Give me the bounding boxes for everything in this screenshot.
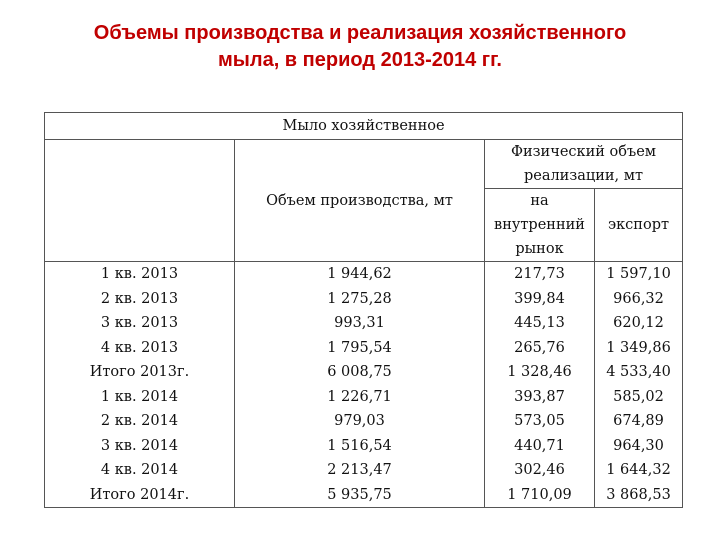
cell-domestic: 265,76	[484, 335, 595, 360]
header-domestic-line-3: рынок	[515, 241, 564, 257]
cell-period: 4 кв. 2013	[44, 335, 235, 360]
cell-period: 2 кв. 2014	[44, 409, 235, 434]
cell-period: 1 кв. 2013	[44, 261, 235, 287]
cell-production: 979,03	[234, 409, 485, 434]
cell-period: Итого 2013г.	[44, 360, 235, 385]
cell-export: 1 644,32	[593, 458, 684, 483]
cell-domestic: 440,71	[484, 433, 595, 458]
cell-period: 3 кв. 2013	[44, 311, 235, 336]
header-domestic-line-1: на	[530, 193, 549, 209]
cell-export: 585,02	[593, 384, 684, 409]
cell-export: 966,32	[593, 286, 684, 311]
cell-production: 993,31	[234, 311, 485, 336]
table-row: 4 кв. 2013 1 795,54 265,76 1 349,86	[44, 335, 684, 360]
cell-production: 1 275,28	[234, 286, 485, 311]
header-physical-volume: Физический объем реализации, мт	[483, 139, 684, 189]
table-row: 2 кв. 2014 979,03 573,05 674,89	[44, 409, 684, 434]
header-domestic-line-2: внутренний	[494, 217, 585, 233]
cell-domestic: 302,46	[484, 458, 595, 483]
cell-export: 3 868,53	[593, 482, 684, 508]
cell-production: 2 213,47	[234, 458, 485, 483]
header-export: экспорт	[593, 188, 684, 262]
cell-domestic: 573,05	[484, 409, 595, 434]
cell-domestic: 217,73	[484, 261, 595, 287]
page-title: Объемы производства и реализация хозяйст…	[0, 20, 720, 74]
cell-period: 2 кв. 2013	[44, 286, 235, 311]
table-row: 3 кв. 2013 993,31 445,13 620,12	[44, 311, 684, 336]
cell-domestic: 1 710,09	[484, 482, 595, 508]
header-production: Объем производства, мт	[234, 139, 485, 262]
cell-production: 1 226,71	[234, 384, 485, 409]
cell-period: Итого 2014г.	[44, 482, 235, 508]
title-line-1: Объемы производства и реализация хозяйст…	[93, 22, 627, 44]
cell-export: 674,89	[593, 409, 684, 434]
cell-domestic: 393,87	[484, 384, 595, 409]
cell-export: 4 533,40	[593, 360, 684, 385]
header-row-2: на внутренний рынок экспорт	[45, 188, 684, 262]
table-row: 2 кв. 2013 1 275,28 399,84 966,32	[44, 286, 684, 311]
cell-export: 964,30	[593, 433, 684, 458]
soap-production-table: Мыло хозяйственное Объем производства, м…	[43, 112, 684, 508]
cell-period: 4 кв. 2014	[44, 458, 235, 483]
header-physical-line-2: реализации, мт	[523, 168, 644, 184]
cell-period: 1 кв. 2014	[44, 384, 235, 409]
cell-production: 1 516,54	[234, 433, 485, 458]
cell-production: 5 935,75	[234, 482, 485, 508]
cell-export: 620,12	[593, 311, 684, 336]
cell-domestic: 445,13	[484, 311, 595, 336]
cell-production: 1 944,62	[234, 261, 485, 287]
cell-period: 3 кв. 2014	[44, 433, 235, 458]
table-row: 1 кв. 2013 1 944,62 217,73 1 597,10	[44, 261, 684, 287]
header-physical-line-1: Физический объем	[510, 144, 657, 160]
title-line-2: мыла, в период 2013-2014 гг.	[217, 49, 502, 71]
cell-production: 6 008,75	[234, 360, 485, 385]
cell-domestic: 399,84	[484, 286, 595, 311]
header-domestic: на внутренний рынок	[484, 188, 595, 262]
table-row: 3 кв. 2014 1 516,54 440,71 964,30	[44, 433, 684, 458]
header-period	[44, 139, 235, 262]
table-row: 1 кв. 2014 1 226,71 393,87 585,02	[44, 384, 684, 409]
cell-production: 1 795,54	[234, 335, 485, 360]
cell-export: 1 597,10	[593, 261, 684, 287]
table-row: Итого 2013г. 6 008,75 1 328,46 4 533,40	[44, 360, 684, 385]
table-caption-row: Мыло хозяйственное	[43, 112, 684, 140]
table-row: Итого 2014г. 5 935,75 1 710,09 3 868,53	[44, 482, 684, 508]
table-row: 4 кв. 2014 2 213,47 302,46 1 644,32	[44, 458, 684, 483]
header-row-1: Объем производства, мт Физический объем …	[44, 139, 684, 262]
cell-domestic: 1 328,46	[484, 360, 595, 385]
table-caption: Мыло хозяйственное	[43, 112, 684, 140]
cell-export: 1 349,86	[593, 335, 684, 360]
